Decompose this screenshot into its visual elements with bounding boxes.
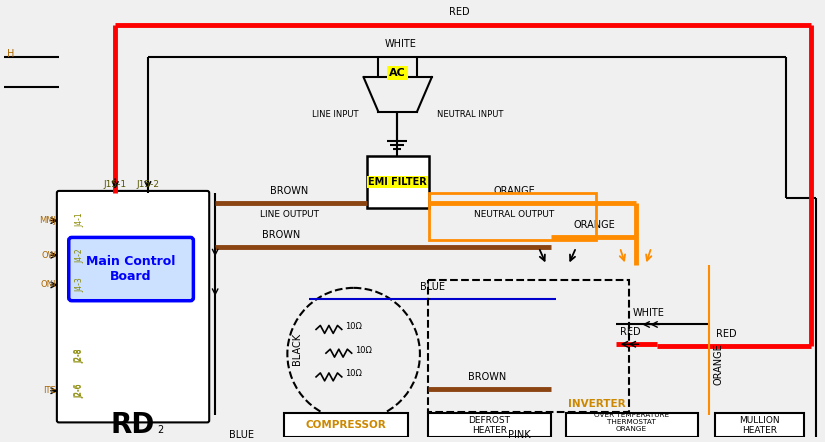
Text: NEUTRAL OUTPUT: NEUTRAL OUTPUT	[474, 210, 554, 219]
Text: ONI: ONI	[40, 280, 56, 290]
Text: J2-8: J2-8	[75, 349, 83, 363]
Text: 10Ω: 10Ω	[345, 370, 361, 378]
Text: DEFROST
HEATER: DEFROST HEATER	[468, 415, 510, 435]
Text: MULLION
HEATER: MULLION HEATER	[739, 415, 780, 435]
Text: J15-2: J15-2	[136, 180, 159, 189]
Text: BROWN: BROWN	[271, 186, 309, 196]
Text: LINE OUTPUT: LINE OUTPUT	[260, 210, 318, 219]
Text: COMPRESSOR: COMPRESSOR	[305, 420, 386, 431]
Text: BROWN: BROWN	[468, 372, 507, 382]
Text: 10Ω: 10Ω	[355, 346, 371, 354]
Text: RED: RED	[716, 329, 737, 339]
Text: J4-3: J4-3	[76, 278, 85, 292]
Text: 2: 2	[158, 425, 164, 435]
FancyBboxPatch shape	[68, 237, 193, 301]
Bar	[366, 156, 429, 208]
Text: BLUE: BLUE	[229, 430, 254, 440]
Text: MMJ: MMJ	[39, 216, 56, 225]
Text: OVER TEMPERATURE
THERMOSTAT
ORANGE: OVER TEMPERATURE THERMOSTAT ORANGE	[594, 412, 669, 432]
Text: OW: OW	[41, 251, 56, 260]
Text: RED: RED	[620, 328, 640, 337]
Bar	[285, 414, 408, 437]
Text: RD: RD	[111, 412, 155, 439]
Bar	[566, 414, 698, 437]
Text: AC: AC	[389, 68, 406, 78]
Bar	[428, 280, 629, 412]
Text: ORANGE: ORANGE	[493, 186, 535, 196]
Text: BLUE: BLUE	[420, 282, 446, 292]
Text: ORANGE: ORANGE	[714, 343, 724, 385]
Text: J15-1: J15-1	[104, 180, 127, 189]
Text: Main Control
Board: Main Control Board	[87, 255, 176, 283]
Text: ITE: ITE	[43, 386, 56, 395]
Text: BLACK: BLACK	[292, 333, 302, 365]
Text: EMI FILTER: EMI FILTER	[368, 177, 427, 187]
Text: J4-1: J4-1	[76, 212, 85, 227]
Text: J2-6: J2-6	[76, 383, 85, 398]
Text: J4-2: J4-2	[76, 248, 85, 263]
Bar	[428, 414, 551, 437]
Text: J2-8: J2-8	[76, 349, 85, 363]
Text: ORANGE: ORANGE	[573, 221, 615, 230]
Text: WHITE: WHITE	[633, 308, 664, 317]
Bar	[429, 193, 596, 240]
Bar	[714, 414, 804, 437]
Text: WHITE: WHITE	[384, 39, 416, 50]
Text: RED: RED	[449, 7, 469, 17]
Text: 10Ω: 10Ω	[345, 322, 361, 331]
Text: H: H	[7, 50, 15, 59]
Text: INVERTER: INVERTER	[568, 399, 626, 408]
Text: PINK: PINK	[507, 430, 530, 440]
FancyBboxPatch shape	[57, 191, 210, 423]
Text: J2-6: J2-6	[75, 383, 83, 398]
Text: NEUTRAL INPUT: NEUTRAL INPUT	[436, 110, 503, 119]
Text: BROWN: BROWN	[262, 230, 300, 240]
Text: LINE INPUT: LINE INPUT	[312, 110, 359, 119]
